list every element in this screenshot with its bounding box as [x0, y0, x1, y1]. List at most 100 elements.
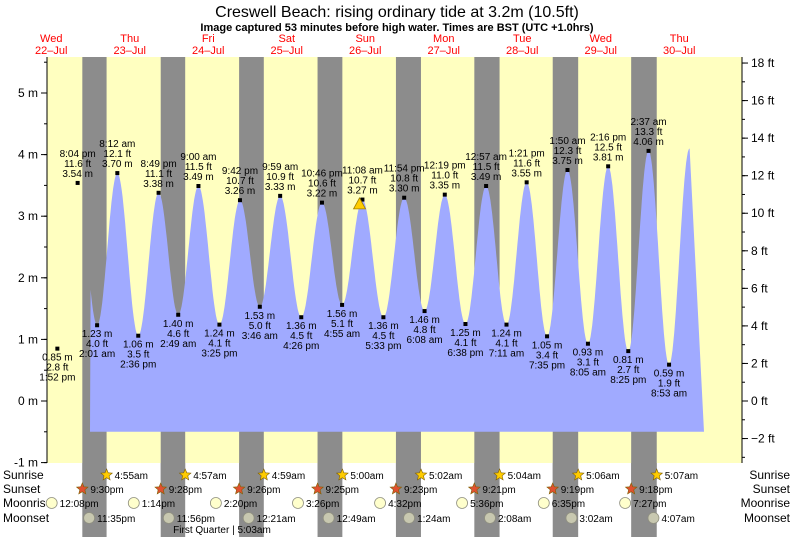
- tide-ft-label: 2.7 ft: [617, 365, 639, 376]
- moonset-icon: [242, 512, 255, 524]
- sunset-row-label-right: Sunset: [753, 482, 791, 496]
- night-band-lower: [317, 463, 343, 537]
- tide-ft-label: 10.6 ft: [308, 179, 336, 190]
- tide-time-label: 1:21 pm: [509, 148, 545, 159]
- moonset-icon: [484, 512, 496, 524]
- tide-m-label: 1.24 m: [491, 329, 522, 340]
- tide-point: [360, 197, 365, 202]
- tide-m-label: 3.49 m: [471, 172, 502, 183]
- sunset-row-label-left: Sunset: [3, 482, 41, 496]
- current-level-marker: [352, 197, 367, 210]
- tide-ft-label: 10.9 ft: [266, 172, 294, 183]
- tide-ft-label: 2.8 ft: [46, 363, 68, 374]
- sunrise-icon: [493, 468, 507, 481]
- sunset-time: 9:23pm: [404, 485, 437, 496]
- tide-ft-label: 4.5 ft: [290, 331, 312, 342]
- tide-point: [75, 180, 80, 185]
- y-tick-label-right: 8 ft: [751, 244, 768, 258]
- y-tick-label-left: 2 m: [18, 271, 38, 285]
- moonset-time: 4:07am: [661, 514, 694, 525]
- sunset-icon: [624, 482, 638, 495]
- sunrise-icon: [571, 468, 585, 481]
- tide-curve-area: [90, 148, 704, 432]
- moonrise-row-label-left: Moonrise: [3, 496, 53, 510]
- sunset-time: 9:21pm: [482, 485, 515, 496]
- chart-subtitle: Image captured 53 minutes before high wa…: [200, 22, 594, 34]
- moonset-row-label-right: Moonset: [744, 511, 791, 525]
- tide-time-label: 1:52 pm: [39, 373, 75, 384]
- tide-ft-label: 11.5 ft: [185, 162, 212, 173]
- day-label-dow: Sun: [355, 33, 375, 45]
- day-label-dow: Fri: [202, 33, 215, 45]
- tide-m-label: 3.27 m: [347, 186, 378, 197]
- day-label-dow: Sat: [278, 33, 295, 45]
- sunset-icon: [311, 482, 325, 495]
- day-label-date: 27–Jul: [428, 45, 460, 57]
- tide-time-label: 5:33 pm: [365, 341, 401, 352]
- tide-m-label: 3.70 m: [102, 159, 133, 170]
- moonrise-icon: [537, 497, 550, 509]
- tide-time-label: 3:46 am: [242, 331, 278, 342]
- moonrise-icon: [209, 497, 222, 509]
- tide-point: [442, 192, 447, 197]
- night-band-lower: [239, 463, 264, 537]
- y-tick-label-right: 18 ft: [751, 56, 775, 70]
- moonrise-icon: [292, 497, 304, 509]
- sunrise-row-label-right: Sunrise: [749, 468, 790, 482]
- tide-m-label: 3.33 m: [265, 182, 296, 193]
- sunset-time: 9:30pm: [90, 485, 123, 496]
- y-tick-label-right: 0 ft: [751, 394, 768, 408]
- tide-point: [585, 341, 590, 346]
- tide-ft-label: 11.5 ft: [473, 162, 500, 173]
- y-tick-label-right: 4 ft: [751, 319, 768, 333]
- tide-ft-label: 1.9 ft: [658, 379, 680, 390]
- tide-m-label: 3.35 m: [429, 181, 460, 192]
- tide-m-label: 0.59 m: [654, 369, 685, 380]
- sunrise-icon: [178, 468, 192, 481]
- sunrise-time: 5:07am: [665, 471, 698, 482]
- tide-point: [196, 184, 201, 189]
- tide-point: [646, 148, 651, 153]
- tide-point: [463, 322, 468, 326]
- tide-point: [55, 346, 60, 351]
- tide-area: [90, 148, 704, 432]
- tide-point: [176, 312, 181, 317]
- moonset-time: 12:49am: [337, 514, 376, 525]
- tide-ft-label: 5.0 ft: [249, 321, 271, 332]
- tide-m-label: 1.06 m: [123, 340, 154, 351]
- tide-m-label: 1.40 m: [163, 319, 194, 330]
- tide-m-label: 1.23 m: [82, 329, 113, 340]
- y-tick-label-left: -1 m: [14, 456, 38, 470]
- night-band-lower: [82, 463, 107, 537]
- tide-ft-label: 11.6 ft: [513, 158, 540, 169]
- tide-ft-label: 4.1 ft: [454, 338, 476, 349]
- day-label-date: 23–Jul: [114, 45, 146, 57]
- sunrise-row-label-left: Sunrise: [3, 468, 44, 482]
- sunset-icon: [75, 482, 89, 495]
- tide-ft-label: 11.0 ft: [431, 171, 458, 182]
- tide-time-label: 9:59 am: [262, 162, 298, 173]
- day-label-date: 29–Jul: [585, 45, 617, 57]
- moonset-time: 11:35pm: [97, 514, 135, 525]
- tide-time-label: 10:46 pm: [301, 169, 343, 180]
- tide-time-label: 7:11 am: [489, 349, 524, 360]
- tide-time-label: 2:01 am: [79, 349, 115, 360]
- tide-point: [565, 168, 570, 172]
- y-tick-label-right: 12 ft: [751, 169, 775, 183]
- sunrise-time: 5:04am: [508, 471, 541, 482]
- tide-time-label: 9:00 am: [180, 152, 216, 163]
- tide-ft-label: 4.0 ft: [86, 339, 108, 350]
- moonset-icon: [647, 512, 660, 524]
- moonset-icon: [565, 512, 578, 524]
- day-label-date: 22–Jul: [35, 45, 67, 57]
- y-tick-label-left: 1 m: [18, 332, 38, 346]
- moonrise-row-label-right: Moonrise: [741, 496, 791, 510]
- sunrise-icon: [335, 468, 349, 481]
- tide-ft-label: 4.1 ft: [208, 339, 230, 350]
- night-band-lower: [474, 463, 500, 537]
- moonrise-time: 4:32pm: [388, 499, 421, 510]
- moon-phase-label: First Quarter | 5:03am: [173, 525, 271, 536]
- sunrise-time: 4:59am: [272, 471, 305, 482]
- tide-m-label: 3.81 m: [593, 152, 624, 163]
- day-label-dow: Wed: [590, 33, 612, 45]
